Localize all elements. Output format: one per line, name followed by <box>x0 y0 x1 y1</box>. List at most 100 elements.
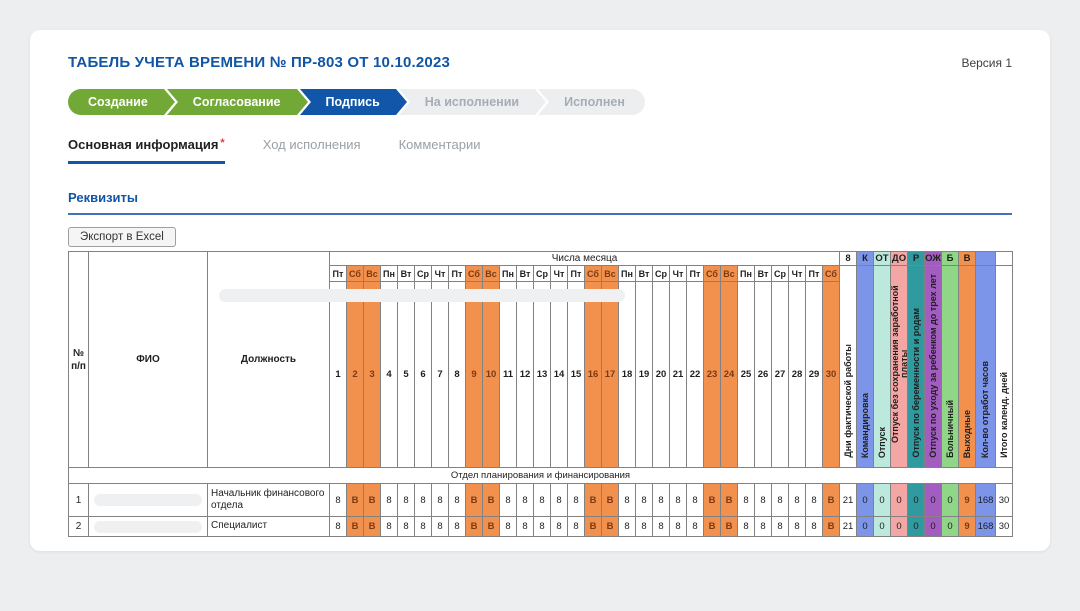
day-value-cell: 8 <box>414 483 432 517</box>
day-value-cell: В <box>363 516 381 537</box>
day-value-cell: 8 <box>533 483 551 517</box>
day-of-week-header: Сб <box>821 264 841 283</box>
day-value-cell: 8 <box>771 516 789 537</box>
fio-cell <box>88 516 208 537</box>
day-value-cell: В <box>821 483 841 517</box>
summary-value-cell: 0 <box>941 483 960 517</box>
day-value-cell: В <box>584 483 602 517</box>
workflow-stage: Создание <box>68 89 175 115</box>
day-value-cell: 8 <box>533 516 551 537</box>
day-number-header: 24 <box>720 281 738 468</box>
day-value-cell: В <box>346 516 364 537</box>
day-number-header: 4 <box>380 281 398 468</box>
day-of-week-header: Вт <box>754 264 772 283</box>
summary-code-header: В <box>958 251 977 266</box>
day-value-cell: 8 <box>380 516 398 537</box>
summary-column-header: Итого календ. дней <box>995 265 1014 468</box>
tab-execution-progress[interactable]: Ход исполнения <box>263 137 361 164</box>
day-number-header: 28 <box>788 281 806 468</box>
day-number-header: 12 <box>516 281 534 468</box>
day-value-cell: 8 <box>805 516 823 537</box>
day-number-header: 8 <box>448 281 466 468</box>
day-number-header: 19 <box>635 281 653 468</box>
summary-column-header: Отпуск без сохранения заработной платы <box>890 265 909 468</box>
day-of-week-header: Ср <box>771 264 789 283</box>
summary-code-header: ОЖ <box>924 251 943 266</box>
day-of-week-header: Пт <box>567 264 585 283</box>
day-value-cell: В <box>482 516 500 537</box>
day-value-cell: 8 <box>669 483 687 517</box>
position-cell: Начальник финансового отдела <box>207 483 330 517</box>
summary-value-cell: 0 <box>890 483 909 517</box>
column-header-num: № п/п <box>68 251 89 468</box>
summary-value-cell: 30 <box>995 483 1014 517</box>
day-value-cell: 8 <box>567 483 585 517</box>
document-card: ТАБЕЛЬ УЧЕТА ВРЕМЕНИ № ПР-803 ОТ 10.10.2… <box>30 30 1050 551</box>
timesheet-table: № п/п ФИО Должность Числа месяца 8 К ОТ ДО Р ОЖ Б В… <box>67 251 1014 537</box>
day-number-header: 14 <box>550 281 568 468</box>
position-cell: Специалист <box>207 516 330 537</box>
summary-value-cell: 0 <box>907 483 926 517</box>
redacted-area <box>219 289 625 302</box>
summary-code-header: К <box>856 251 875 266</box>
required-marker: * <box>220 137 225 149</box>
summary-column-label: Отпуск без сохранения заработной платы <box>890 285 908 443</box>
day-number-header: 10 <box>482 281 500 468</box>
summary-column-label: Отпуск по беременности и родам <box>910 308 921 458</box>
column-header-fio: ФИО <box>88 251 208 468</box>
day-value-cell: В <box>346 483 364 517</box>
day-of-week-header: Вт <box>516 264 534 283</box>
day-number-header: 13 <box>533 281 551 468</box>
day-number-header: 17 <box>601 281 619 468</box>
day-of-week-header: Чт <box>788 264 806 283</box>
column-header-position: Должность <box>207 251 330 468</box>
day-value-cell: 8 <box>618 516 636 537</box>
day-of-week-header: Вс <box>601 264 619 283</box>
day-value-cell: 8 <box>686 483 704 517</box>
summary-value-cell: 30 <box>995 516 1014 537</box>
summary-value-cell: 21 <box>839 483 858 517</box>
day-number-header: 3 <box>363 281 381 468</box>
workflow-stage: На исполнении <box>398 89 547 115</box>
day-value-cell: В <box>465 516 483 537</box>
workflow-stepper: Создание Согласование Подпись На исполнении… <box>68 89 1012 115</box>
day-of-week-header: Пт <box>329 264 347 283</box>
day-value-cell: В <box>821 516 841 537</box>
day-value-cell: 8 <box>788 516 806 537</box>
day-number-header: 22 <box>686 281 704 468</box>
day-value-cell: В <box>584 516 602 537</box>
tab-execution-progress-label: Ход исполнения <box>262 137 361 152</box>
day-of-week-header: Вс <box>720 264 738 283</box>
day-of-week-header: Чт <box>550 264 568 283</box>
day-of-week-header: Пт <box>686 264 704 283</box>
day-value-cell: 8 <box>431 483 449 517</box>
summary-value-cell: 0 <box>856 516 875 537</box>
day-of-week-header: Сб <box>584 264 602 283</box>
day-value-cell: В <box>465 483 483 517</box>
section-title: Реквизиты <box>68 190 138 205</box>
summary-column-label: Выходные <box>961 409 972 458</box>
fio-cell <box>88 483 208 517</box>
column-group-days: Числа месяца <box>328 251 841 266</box>
day-of-week-header: Ср <box>652 264 670 283</box>
day-number-header: 5 <box>397 281 415 468</box>
summary-code-header: ДО <box>890 251 909 266</box>
summary-value-cell: 0 <box>856 483 875 517</box>
day-number-header: 25 <box>737 281 755 468</box>
redacted-name <box>94 494 202 506</box>
summary-value-cell: 0 <box>873 516 892 537</box>
tab-main-info[interactable]: Основная информация * <box>68 137 225 164</box>
day-of-week-header: Вт <box>397 264 415 283</box>
tab-comments[interactable]: Комментарии <box>399 137 481 164</box>
day-number-header: 7 <box>431 281 449 468</box>
day-number-header: 1 <box>329 281 347 468</box>
summary-value-cell: 0 <box>941 516 960 537</box>
day-value-cell: 8 <box>329 516 347 537</box>
summary-value-cell: 0 <box>924 516 943 537</box>
export-excel-button[interactable]: Экспорт в Excel <box>68 227 176 247</box>
department-group-row: Отдел планирования и финансирования <box>67 467 1014 484</box>
day-value-cell: 8 <box>550 483 568 517</box>
timesheet-table-wrap: № п/п ФИО Должность Числа месяца 8 К ОТ ДО Р ОЖ Б В… <box>67 251 1014 537</box>
day-value-cell: В <box>720 516 738 537</box>
day-value-cell: 8 <box>499 483 517 517</box>
